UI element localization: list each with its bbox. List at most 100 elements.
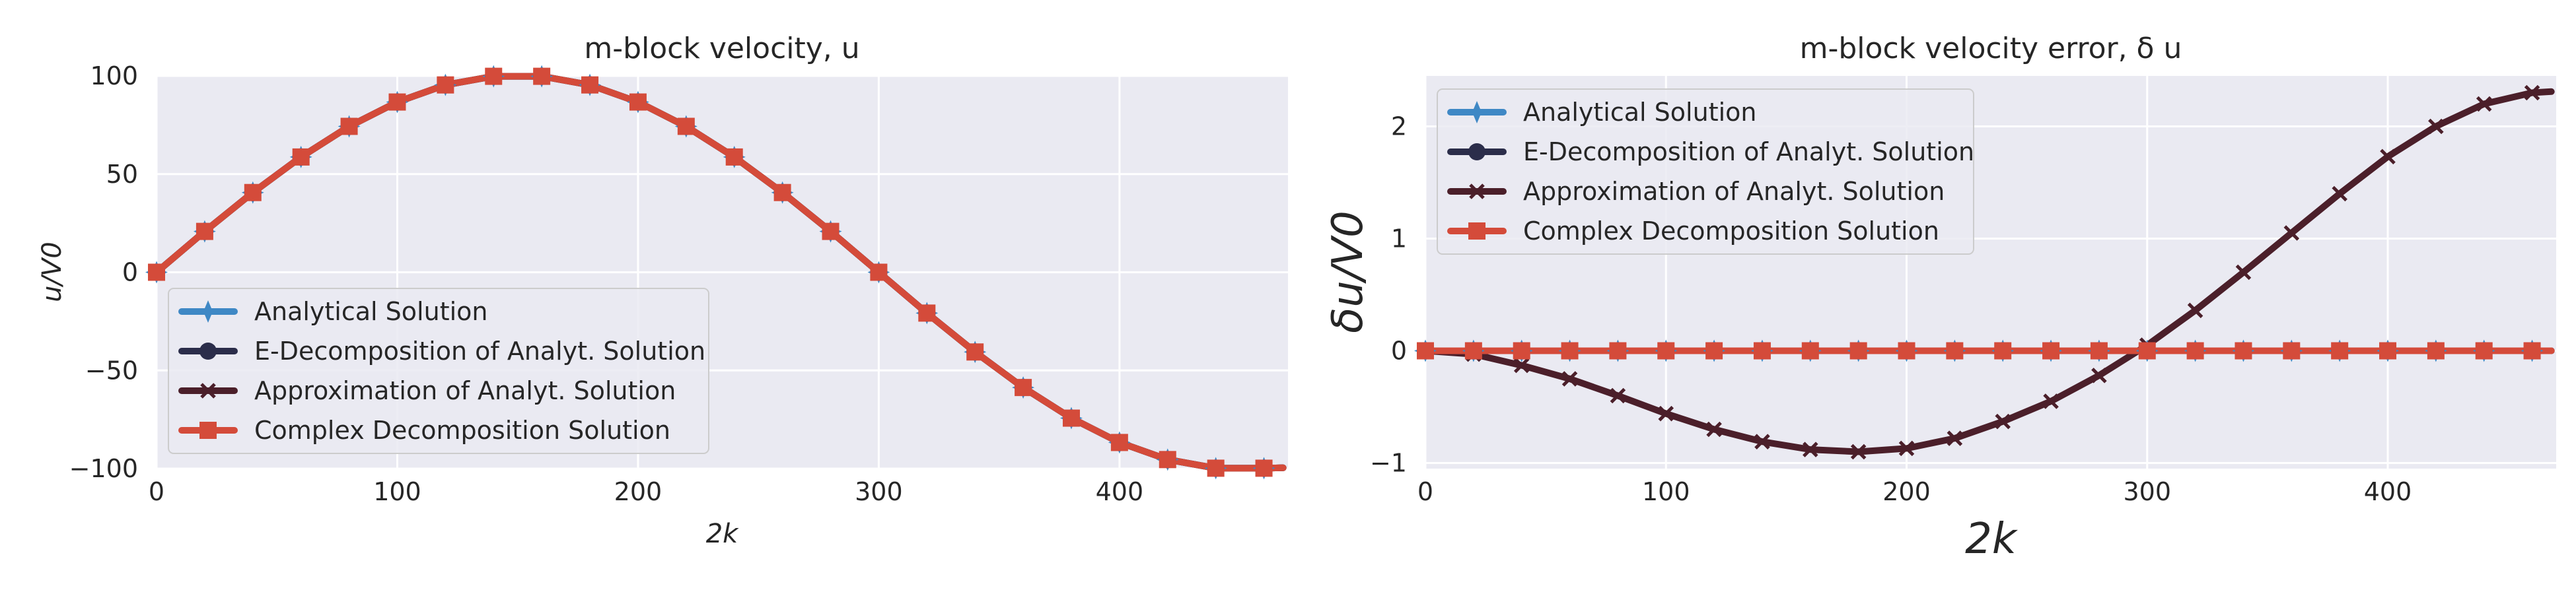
data-point (1417, 342, 1434, 360)
data-point (2042, 342, 2060, 360)
x-tick-label: 400 (2364, 477, 2412, 506)
data-point (1609, 342, 1627, 360)
data-point (581, 76, 599, 94)
data-point (2235, 264, 2252, 280)
data-point (918, 304, 936, 322)
data-point (485, 67, 503, 85)
x-tick-label: 400 (1096, 477, 1144, 506)
legend-label: E-Decomposition of Analyt. Solution (1523, 137, 1974, 166)
legend-label: Complex Decomposition Solution (1523, 216, 1939, 246)
data-point (2186, 342, 2204, 360)
series-markers-3 (148, 67, 1273, 477)
data-point (822, 222, 840, 240)
data-point (292, 148, 310, 166)
left-x-axis-label: 2k (706, 519, 739, 549)
x-tick-label: 100 (373, 477, 421, 506)
data-point (2235, 342, 2252, 360)
data-point (1657, 342, 1675, 360)
legend-marker (199, 422, 217, 439)
legend-marker (1468, 222, 1485, 240)
series-markers-2 (1417, 84, 2540, 460)
data-point (2380, 148, 2396, 165)
data-point (1706, 421, 1722, 438)
left-tick-labels: 0 100 200 300 400 100 50 0 −50 −100 (69, 61, 1144, 506)
data-point (1850, 444, 1867, 460)
data-point (2331, 342, 2349, 360)
x-tick-label: 200 (614, 477, 662, 506)
legend-label: Complex Decomposition Solution (254, 416, 670, 445)
data-point (2332, 185, 2347, 202)
legend-box (168, 288, 709, 454)
data-point (1898, 440, 1915, 457)
legend-label: E-Decomposition of Analyt. Solution (254, 337, 705, 366)
data-point (244, 183, 262, 201)
data-point (196, 222, 213, 240)
data-point (148, 263, 165, 281)
legend-marker (197, 300, 219, 323)
data-point (1946, 342, 1964, 360)
data-point (1464, 342, 1482, 360)
y-tick-label: 50 (106, 160, 138, 189)
data-point (1658, 405, 1674, 422)
right-chart-title: m-block velocity error, δ u (1800, 32, 2182, 65)
data-point (1207, 459, 1225, 477)
data-point (1801, 342, 1819, 360)
data-point (2090, 342, 2108, 360)
data-point (1753, 342, 1771, 360)
data-point (725, 148, 743, 166)
data-point (2428, 118, 2444, 135)
left-chart-panel: 0 100 200 300 400 100 50 0 −50 −100 m-block veloc… (37, 32, 1288, 549)
data-point (1561, 342, 1579, 360)
data-point (1062, 409, 1080, 427)
y-tick-label: 0 (122, 258, 138, 287)
data-point (340, 117, 358, 135)
x-tick-label: 0 (1417, 477, 1433, 506)
data-point (1513, 342, 1530, 360)
x-tick-label: 100 (1642, 477, 1690, 506)
data-point (388, 93, 406, 111)
data-point (629, 93, 647, 111)
left-y-axis-label: u/V0 (37, 242, 67, 302)
y-tick-label: −50 (85, 356, 138, 385)
y-tick-label: 2 (1391, 112, 1407, 141)
data-point (1849, 342, 1867, 360)
data-point (1803, 442, 1818, 457)
legend-marker (1468, 143, 1485, 160)
x-tick-label: 0 (149, 477, 164, 506)
data-point (2283, 225, 2300, 241)
data-point (1994, 342, 2012, 360)
x-tick-label: 300 (2124, 477, 2172, 506)
x-tick-label: 200 (1882, 477, 1931, 506)
series-markers-3 (1417, 342, 2541, 360)
left-series-markers (145, 65, 1275, 480)
legend-label: Analytical Solution (1523, 98, 1757, 127)
y-tick-label: 0 (1391, 337, 1407, 366)
data-point (1255, 459, 1273, 477)
right-legend: Analytical Solution E-Decomposition of An… (1437, 88, 1974, 255)
data-point (966, 343, 984, 361)
legend-marker (199, 343, 217, 360)
data-point (2379, 342, 2397, 360)
data-point (2523, 342, 2541, 360)
legend-label: Analytical Solution (254, 297, 488, 326)
right-series-markers (1414, 84, 2544, 460)
y-tick-label: −100 (69, 454, 138, 483)
data-point (2091, 368, 2107, 383)
legend-label: Approximation of Analyt. Solution (254, 376, 676, 405)
data-point (1705, 342, 1723, 360)
data-point (2138, 342, 2156, 360)
left-chart-title: m-block velocity, u (584, 32, 859, 65)
data-point (773, 183, 791, 201)
legend-marker (1469, 183, 1485, 199)
data-point (2187, 302, 2203, 319)
left-legend: Analytical Solution E-Decomposition of An… (168, 288, 709, 454)
data-point (2476, 96, 2492, 112)
data-point (1110, 434, 1128, 451)
data-point (1995, 413, 2011, 430)
data-point (1898, 342, 1915, 360)
y-tick-label: 100 (90, 61, 138, 90)
y-tick-label: −1 (1370, 449, 1407, 478)
data-point (1015, 379, 1032, 397)
right-y-axis-label: δu/V0 (1324, 211, 1373, 333)
